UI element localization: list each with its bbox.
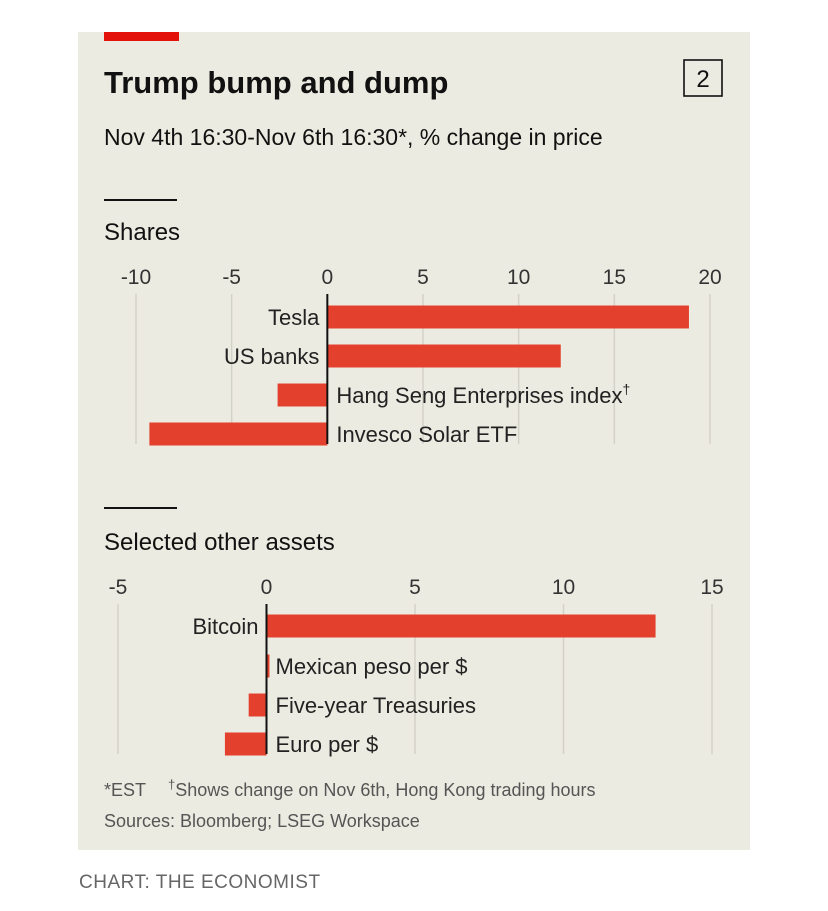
accent-bar bbox=[104, 32, 179, 41]
footnote-dagger: Shows change on Nov 6th, Hong Kong tradi… bbox=[175, 780, 595, 800]
bar bbox=[327, 344, 561, 368]
bar bbox=[277, 383, 328, 407]
x-tick-label: -10 bbox=[121, 266, 151, 289]
category-label: Five-year Treasuries bbox=[276, 693, 477, 718]
x-tick-label: 15 bbox=[603, 266, 626, 289]
chart-canvas: Trump bump and dump 2 Nov 4th 16:30-Nov … bbox=[104, 32, 724, 831]
bar bbox=[248, 693, 267, 717]
x-tick-label: 5 bbox=[417, 266, 429, 289]
x-tick-label: 20 bbox=[698, 266, 721, 289]
category-label: Hang Seng Enterprises index† bbox=[336, 381, 630, 408]
panel-other-assets: -5 0 5 10 15 Bitcoin Mexican peso per $ Five-ye… bbox=[109, 576, 724, 757]
bar bbox=[266, 654, 270, 678]
chart-title: Trump bump and dump bbox=[104, 65, 448, 100]
x-tick-label: 10 bbox=[507, 266, 530, 289]
category-label: Mexican peso per $ bbox=[276, 654, 468, 679]
chart-credit: CHART: THE ECONOMIST bbox=[79, 872, 321, 893]
panel-shares: -10 -5 0 5 10 15 20 Tesla US banks Hang Seng Ente… bbox=[121, 266, 722, 447]
category-suffix: † bbox=[623, 381, 631, 397]
category-label: US banks bbox=[224, 344, 319, 369]
footnote-dagger-mark: † bbox=[168, 777, 175, 792]
x-tick-label: 0 bbox=[261, 576, 273, 599]
chart-number-badge bbox=[683, 59, 723, 97]
panel-2-title: Selected other assets bbox=[104, 529, 335, 556]
bar bbox=[149, 422, 328, 446]
x-tick-label: 5 bbox=[409, 576, 421, 599]
x-tick-label: 10 bbox=[552, 576, 575, 599]
bar bbox=[266, 614, 656, 638]
chart-number: 2 bbox=[696, 66, 709, 93]
x-tick-label: -5 bbox=[109, 576, 128, 599]
category-label: Invesco Solar ETF bbox=[336, 422, 517, 447]
footnote-est: *EST bbox=[104, 780, 146, 800]
chart-card: Trump bump and dump 2 Nov 4th 16:30-Nov … bbox=[78, 32, 750, 850]
panel-1-title: Shares bbox=[104, 219, 180, 246]
x-tick-label: 0 bbox=[321, 266, 333, 289]
x-tick-label: 15 bbox=[700, 576, 723, 599]
sources: Sources: Bloomberg; LSEG Workspace bbox=[104, 811, 420, 831]
chart-subtitle: Nov 4th 16:30-Nov 6th 16:30*, % change i… bbox=[104, 124, 603, 150]
x-tick-label: -5 bbox=[222, 266, 241, 289]
category-label: Euro per $ bbox=[276, 732, 379, 757]
bar bbox=[224, 732, 267, 756]
footnotes: *EST †Shows change on Nov 6th, Hong Kong … bbox=[104, 777, 596, 800]
category-label: Tesla bbox=[268, 305, 320, 330]
bar bbox=[327, 305, 689, 329]
category-label: Bitcoin bbox=[192, 614, 258, 639]
